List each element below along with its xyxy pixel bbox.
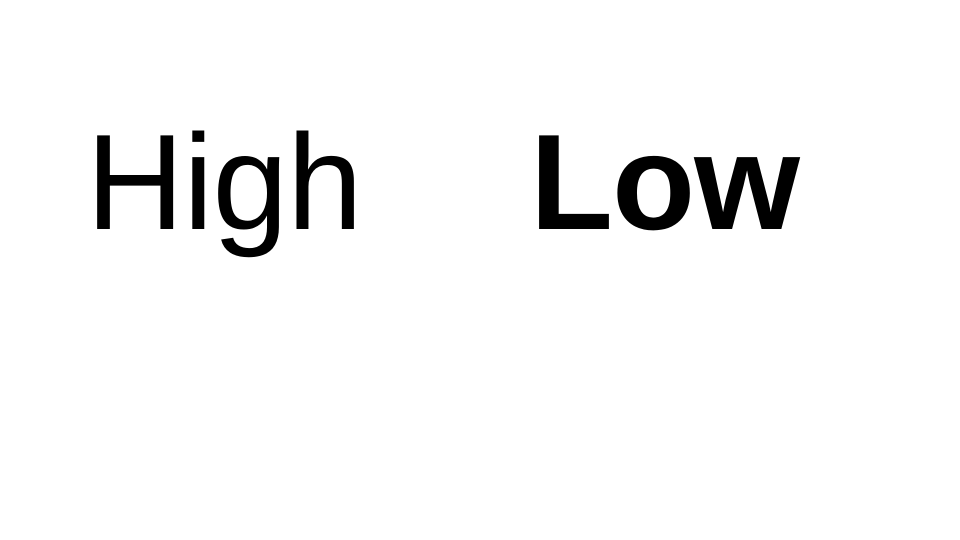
low-label: Low [530, 106, 800, 258]
high-label: High [86, 106, 363, 258]
